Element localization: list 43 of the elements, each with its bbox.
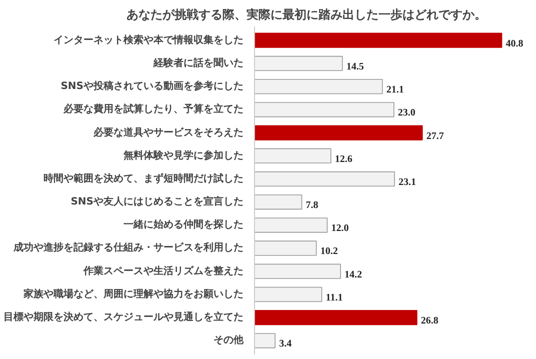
bar xyxy=(254,148,332,164)
data-label: 11.1 xyxy=(326,292,343,304)
bar xyxy=(254,218,328,233)
data-label: 21.1 xyxy=(386,84,404,96)
data-label: 12.0 xyxy=(331,223,349,234)
bar xyxy=(254,240,317,256)
data-label: 10.2 xyxy=(320,246,338,258)
bar xyxy=(254,310,418,326)
data-label: 23.0 xyxy=(398,108,416,119)
bar xyxy=(254,102,394,118)
y-tick-label: SNSや投稿されている動画を参考にした xyxy=(60,80,244,92)
y-tick-label: 成功や進捗を記録する仕組み・サービスを利用した xyxy=(12,242,244,254)
data-label: 3.4 xyxy=(279,338,292,350)
bar xyxy=(254,264,341,279)
data-label: 27.7 xyxy=(426,130,444,142)
bar xyxy=(254,32,502,48)
y-tick-label: その他 xyxy=(214,334,244,346)
y-tick-label: 時間や範囲を決めて、まず短時間だけ試した xyxy=(44,172,244,184)
bar xyxy=(254,171,395,187)
y-tick-label: 無料体験や見学に参加した xyxy=(122,149,244,162)
bar xyxy=(254,56,343,72)
bar xyxy=(254,125,423,140)
y-tick-label: 必要な道具やサービスをそろえた xyxy=(92,126,244,138)
y-tick-label: 目標や期限を決めて、スケジュールや見通しを立てた xyxy=(4,311,244,324)
y-tick-label: 作業スペースや生活リズムを整えた xyxy=(82,264,244,277)
y-tick-label: SNSや友人にはじめることを宣言した xyxy=(70,196,244,208)
y-tick-label: 必要な費用を試算したり、予算を立てた xyxy=(62,103,244,116)
y-tick-label: インターネット検索や本で情報収集をした xyxy=(54,34,244,46)
chart-title: あなたが挑戦する際、実際に最初に踏み出した一歩はどれですか。 xyxy=(126,8,486,22)
y-tick-label: 家族や職場など、周囲に理解や協力をお願いした xyxy=(22,288,244,300)
data-label: 40.8 xyxy=(506,38,524,50)
data-label: 26.8 xyxy=(420,316,438,327)
bar xyxy=(254,78,383,94)
y-tick-label: 経験者に話を聞いた xyxy=(152,56,244,69)
y-tick-label: 一緒に始める仲間を探した xyxy=(124,218,244,231)
data-label: 14.2 xyxy=(344,269,362,280)
data-label: 23.1 xyxy=(398,176,416,188)
bar xyxy=(254,286,322,302)
data-label: 12.6 xyxy=(334,154,352,165)
data-label: 7.8 xyxy=(306,200,318,212)
bar xyxy=(254,333,276,348)
data-label: 14.5 xyxy=(346,61,364,72)
bar xyxy=(254,194,302,210)
